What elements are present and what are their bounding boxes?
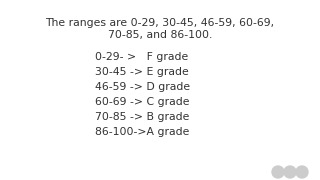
Text: 86-100->A grade: 86-100->A grade: [95, 127, 189, 137]
Text: 0-29- >   F grade: 0-29- > F grade: [95, 52, 188, 62]
Text: 60-69 -> C grade: 60-69 -> C grade: [95, 97, 189, 107]
Text: 46-59 -> D grade: 46-59 -> D grade: [95, 82, 190, 92]
Circle shape: [272, 166, 284, 178]
Text: 70-85 -> B grade: 70-85 -> B grade: [95, 112, 189, 122]
Circle shape: [296, 166, 308, 178]
Text: 30-45 -> E grade: 30-45 -> E grade: [95, 67, 189, 77]
Text: 70-85, and 86-100.: 70-85, and 86-100.: [108, 30, 212, 40]
Circle shape: [284, 166, 296, 178]
Text: The ranges are 0-29, 30-45, 46-59, 60-69,: The ranges are 0-29, 30-45, 46-59, 60-69…: [45, 18, 275, 28]
